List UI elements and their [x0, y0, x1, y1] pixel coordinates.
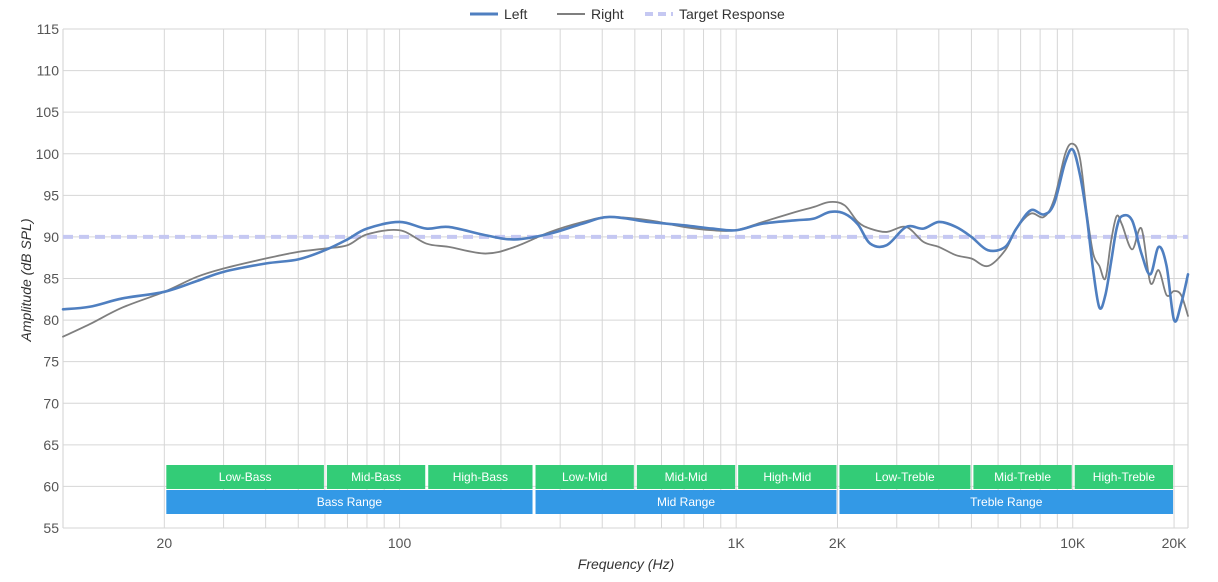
y-tick-label: 115 [37, 21, 60, 37]
y-tick-label: 110 [37, 63, 60, 79]
legend-label: Left [504, 6, 527, 22]
frequency-bands: Low-Bass Mid-Bass High-Bass Low-Mid Mid-Mid H… [166, 465, 1174, 514]
x-axis-label: Frequency (Hz) [578, 556, 674, 572]
y-tick-label: 70 [43, 395, 59, 411]
y-tick-label: 85 [43, 271, 59, 287]
band-label: High-Treble [1093, 470, 1156, 484]
band-low-mid [535, 465, 634, 489]
band-mid-range [535, 490, 837, 514]
band-treble-range [839, 490, 1174, 514]
legend-label: Right [591, 6, 624, 22]
y-axis-label: Amplitude (dB SPL) [18, 219, 34, 343]
band-label: Mid-Bass [351, 470, 401, 484]
y-tick-label: 95 [43, 187, 59, 203]
band-label: Mid-Treble [994, 470, 1051, 484]
y-tick-label: 105 [36, 104, 60, 120]
band-low-bass [166, 465, 324, 489]
band-high-treble [1074, 465, 1174, 489]
grid [62, 28, 1189, 529]
band-high-bass [428, 465, 533, 489]
x-tick-label: 2K [829, 535, 847, 551]
y-tick-label: 90 [43, 229, 59, 245]
band-label: Bass Range [317, 495, 383, 509]
band-label: Low-Bass [219, 470, 272, 484]
band-mid-mid [636, 465, 736, 489]
legend-item-right: Right [557, 6, 624, 22]
x-tick-label: 1K [728, 535, 746, 551]
y-tick-label: 65 [43, 437, 59, 453]
legend-item-left: Left [470, 6, 527, 22]
band-label: Low-Treble [875, 470, 935, 484]
legend-item-target-response: Target Response [645, 6, 785, 22]
y-tick-label: 80 [43, 312, 59, 328]
series-line-right [62, 142, 1189, 338]
y-tick-label: 60 [43, 478, 59, 494]
band-high-mid [738, 465, 837, 489]
legend: Left Right Target Response [470, 6, 785, 22]
band-low-treble [839, 465, 971, 489]
x-tick-label: 10K [1060, 535, 1086, 551]
series-line-left [61, 147, 1190, 323]
y-tick-label: 75 [43, 354, 59, 370]
x-tick-label: 100 [388, 535, 412, 551]
band-bass-range [166, 490, 533, 514]
axis-ticks: 55 60 65 70 75 80 85 90 95 100 105 110 115 20 100 1K 2K 1… [36, 21, 1188, 551]
band-label: Mid-Mid [665, 470, 708, 484]
band-label: Treble Range [970, 495, 1043, 509]
band-label: Mid Range [657, 495, 715, 509]
x-tick-label: 20 [157, 535, 173, 551]
band-label: Low-Mid [562, 470, 607, 484]
y-tick-label: 100 [36, 146, 60, 162]
band-mid-bass [326, 465, 426, 489]
legend-label: Target Response [679, 6, 785, 22]
series [61, 142, 1190, 338]
band-label: High-Bass [453, 470, 508, 484]
x-tick-label: 20K [1162, 535, 1188, 551]
band-mid-treble [973, 465, 1072, 489]
band-label: High-Mid [763, 470, 811, 484]
y-tick-label: 55 [43, 520, 59, 536]
